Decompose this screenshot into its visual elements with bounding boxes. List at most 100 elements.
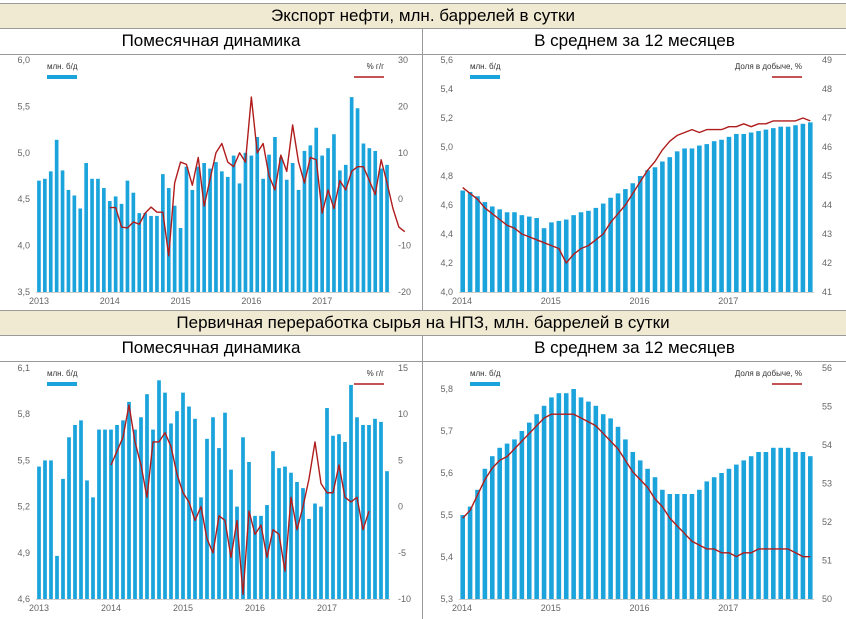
bar (259, 515, 263, 599)
y-left-tick-label: 6,0 (17, 55, 30, 65)
y-right-tick-label: 50 (822, 594, 832, 604)
bar (556, 393, 562, 599)
bar (229, 469, 233, 599)
y-left-tick-label: 3,5 (17, 287, 30, 297)
bar (578, 397, 584, 599)
bar (193, 418, 197, 599)
bar (225, 176, 230, 292)
bar (578, 212, 584, 292)
bar (325, 408, 329, 599)
bar (504, 212, 510, 292)
bar (600, 414, 606, 599)
bar (361, 143, 366, 292)
legend-bar-swatch (470, 382, 500, 386)
bar (482, 468, 488, 599)
bar (337, 434, 341, 599)
bar (302, 150, 307, 292)
bar (660, 489, 665, 599)
bar (756, 131, 761, 292)
bar (637, 176, 643, 292)
bar (301, 488, 305, 599)
bar (741, 133, 747, 292)
bar (349, 384, 353, 599)
bar (534, 414, 539, 599)
x-tick-label: 2013 (29, 603, 49, 613)
bar (290, 163, 295, 292)
bar (497, 447, 502, 599)
y-left-tick-label: 5,7 (440, 426, 453, 436)
y-left-tick-label: 5,5 (17, 455, 30, 465)
bar (332, 134, 336, 292)
bar (489, 206, 495, 292)
bar (107, 201, 112, 292)
bar (586, 210, 591, 292)
bar (127, 401, 131, 599)
bar (726, 136, 732, 292)
bar (355, 417, 359, 599)
bar (645, 468, 650, 599)
bar (319, 506, 323, 599)
bar (741, 460, 747, 599)
chart-export-monthly: 3,5 4,0 4,5 5,0 5,5 6,0 -20 -10 0 10 20 30 2013 2014 2… (17, 55, 411, 306)
y-left-tick-label: 5,4 (440, 552, 453, 562)
bar (119, 203, 124, 292)
bar (497, 209, 502, 292)
y-right-tick-label: 54 (822, 440, 832, 450)
bar (615, 426, 621, 599)
subtitle-refining-monthly: Помесячная динамика (0, 336, 422, 362)
y-right-tick-label: 43 (822, 229, 832, 239)
y-left-tick-label: 5,8 (17, 409, 30, 419)
bar (169, 423, 173, 599)
bar (196, 166, 201, 292)
bar (808, 456, 813, 599)
bar (526, 216, 532, 292)
bar (43, 178, 47, 292)
y-right-tick-label: 15 (398, 363, 408, 373)
bar (308, 145, 313, 292)
bar (295, 481, 299, 599)
bar (205, 438, 209, 599)
bar (623, 189, 628, 292)
bar (652, 167, 658, 292)
bar (253, 515, 257, 599)
bar (66, 189, 71, 292)
bar (460, 190, 465, 292)
y-left-tick-label: 4,9 (17, 548, 30, 558)
bar (519, 215, 525, 292)
bar (475, 489, 480, 599)
legend-left-label: млн. б/д (47, 369, 78, 378)
x-tick-label: 2016 (629, 603, 649, 613)
bar (60, 170, 65, 292)
chart-refining-avg12: 5,3 5,4 5,5 5,6 5,7 5,8 50 51 52 53 54 55 56 2014 2015… (440, 363, 832, 613)
bar (697, 145, 702, 292)
bar (161, 174, 165, 292)
y-right-tick-label: 49 (822, 55, 832, 65)
x-tick-label: 2013 (29, 296, 49, 306)
bar (756, 452, 761, 599)
bar (373, 418, 377, 599)
bar (296, 189, 301, 292)
y-left-tick-label: 5,4 (440, 84, 453, 94)
bar (623, 439, 628, 599)
legend-left-label: млн. б/д (47, 62, 78, 71)
bar (109, 429, 113, 599)
bar (223, 412, 227, 599)
y-right-tick-label: 45 (822, 171, 832, 181)
y-right-tick-label: -10 (398, 241, 411, 251)
subtitle-export-avg12: В среднем за 12 месяцев (423, 29, 846, 55)
y-left-tick-label: 5,6 (440, 468, 453, 478)
bar (385, 164, 389, 292)
bar (271, 451, 275, 599)
bar (326, 148, 330, 292)
y-right-tick-label: 10 (398, 409, 408, 419)
y-left-tick-label: 4,6 (440, 200, 453, 210)
bar (237, 183, 242, 292)
y-right-tick-label: 53 (822, 479, 832, 489)
bar (133, 429, 137, 599)
y-left-tick-label: 4,0 (17, 241, 30, 251)
bar (489, 456, 495, 599)
y-right-tick-label: 52 (822, 517, 832, 527)
y-right-tick-label: 20 (398, 101, 408, 111)
bar (615, 193, 621, 292)
section-title-export: Экспорт нефти, млн. баррелей в сутки (0, 3, 846, 29)
